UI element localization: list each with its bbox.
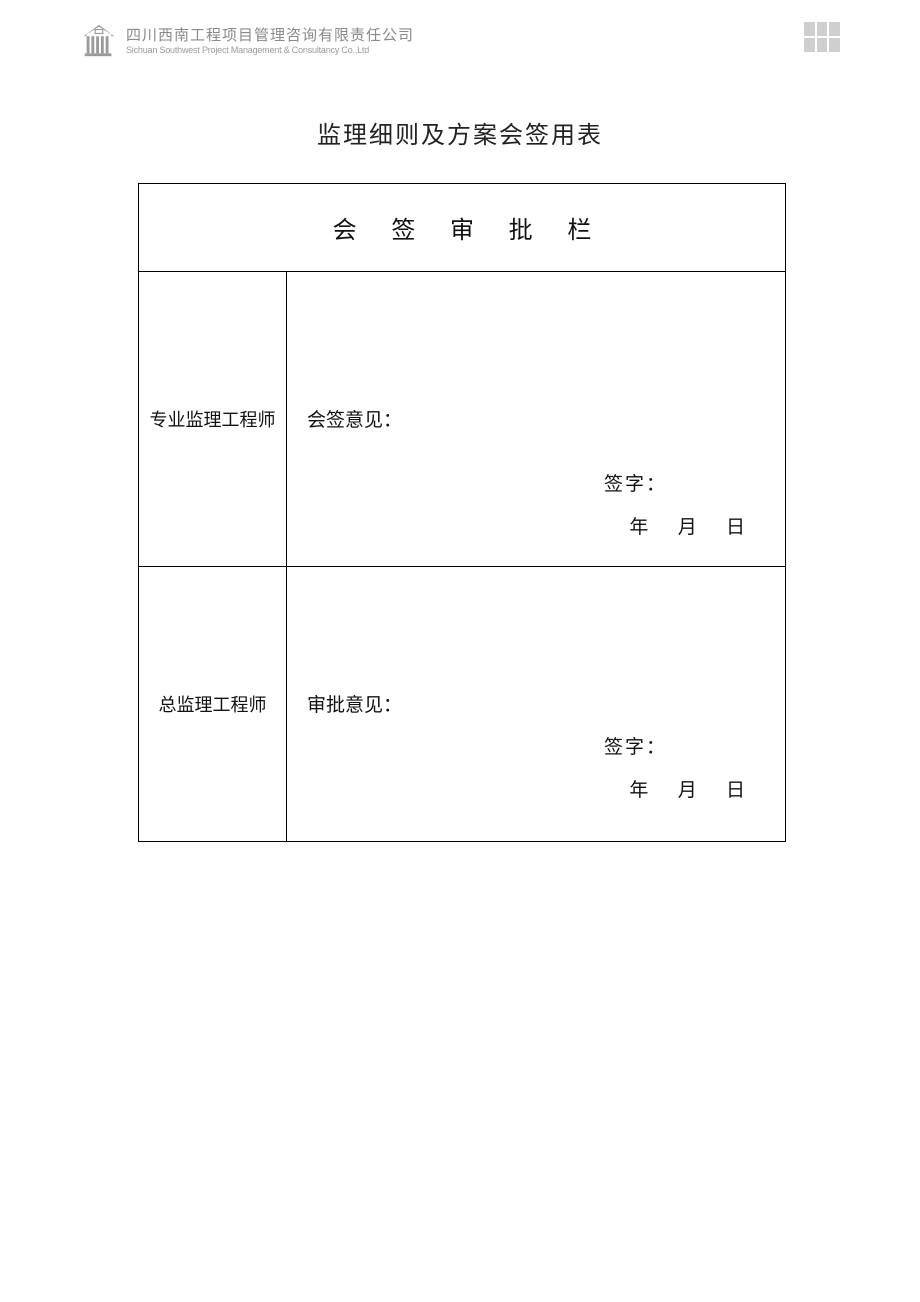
date-year-label: 年 [629,517,650,538]
date-month-label: 月 [678,780,699,801]
date-day-label: 日 [726,517,747,538]
company-name-block: 四川西南工程项目管理咨询有限责任公司 Sichuan Southwest Pro… [126,27,414,56]
table-row: 总监理工程师 审批意见： 签字： 年 月 日 [139,567,786,842]
page-title: 监理细则及方案会签用表 [0,115,920,150]
signoff-form-table: 会 签 审 批 栏 专业监理工程师 会签意见： 签字： 年 月 日 总监理工程师… [138,183,786,842]
date-year-label: 年 [629,780,650,801]
company-logo-block: 四川西南工程项目管理咨询有限责任公司 Sichuan Southwest Pro… [80,22,414,60]
table-row: 专业监理工程师 会签意见： 签字： 年 月 日 [139,272,786,567]
opinion-cell: 审批意见： 签字： 年 月 日 [287,567,786,842]
section-header-row: 会 签 审 批 栏 [139,184,786,272]
section-header-cell: 会 签 审 批 栏 [139,184,786,272]
date-line: 年 月 日 [619,517,757,538]
page-header: 四川西南工程项目管理咨询有限责任公司 Sichuan Southwest Pro… [80,22,840,60]
date-day-label: 日 [726,780,747,801]
company-name-cn: 四川西南工程项目管理咨询有限责任公司 [126,27,414,45]
date-month-label: 月 [678,517,699,538]
role-label-cell: 总监理工程师 [139,567,287,842]
signature-block: 签字： 年 月 日 [604,726,757,813]
signature-label: 签字： [604,726,757,770]
signature-label: 签字： [604,463,757,507]
opinion-cell: 会签意见： 签字： 年 月 日 [287,272,786,567]
company-name-en: Sichuan Southwest Project Management & C… [126,45,414,56]
role-label-cell: 专业监理工程师 [139,272,287,567]
opinion-label: 审批意见： [307,690,765,717]
date-line: 年 月 日 [619,780,757,801]
signature-block: 签字： 年 月 日 [604,463,757,550]
company-logo-icon [80,22,118,60]
opinion-label: 会签意见： [307,405,765,432]
qr-code-icon [804,22,840,52]
